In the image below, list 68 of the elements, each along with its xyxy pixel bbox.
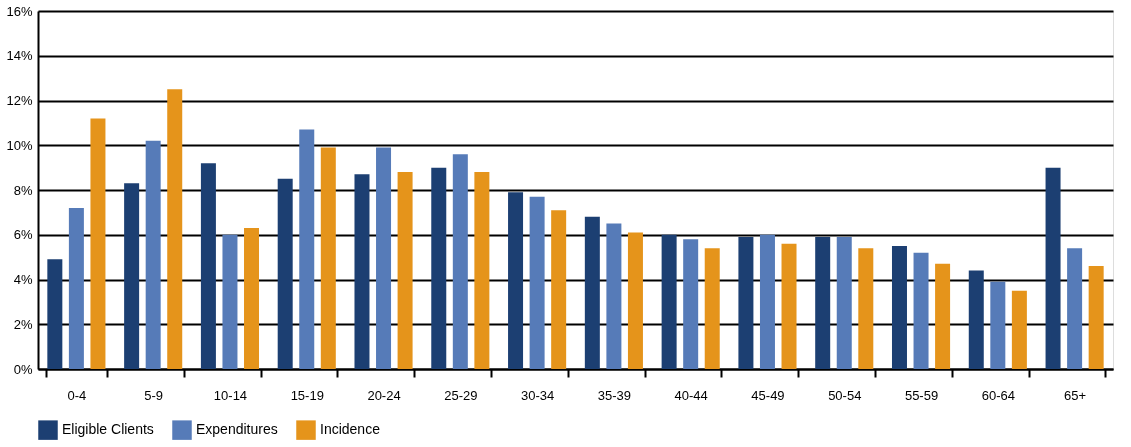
bar <box>277 178 293 369</box>
x-tick-label: 5-9 <box>144 387 164 403</box>
y-tick-label: 0% <box>13 361 33 377</box>
bar <box>452 154 468 369</box>
bar <box>1011 290 1027 369</box>
bar <box>397 172 413 369</box>
bar <box>683 239 699 369</box>
x-tick-label: 45-49 <box>751 387 785 403</box>
bar <box>1067 248 1083 369</box>
y-tick-label: 8% <box>13 182 33 198</box>
bar <box>836 236 852 369</box>
x-tick-label: 60-64 <box>981 387 1015 403</box>
bar <box>508 192 524 369</box>
bar <box>990 281 1006 369</box>
x-tick-label: 55-59 <box>904 387 939 403</box>
bar <box>815 236 831 369</box>
bar <box>299 129 315 369</box>
bar <box>222 234 238 369</box>
bar <box>90 118 106 369</box>
y-tick-label: 12% <box>6 93 33 108</box>
bar <box>738 236 754 369</box>
bar <box>431 167 447 369</box>
bar <box>529 196 545 369</box>
legend-label: Incidence <box>320 421 381 438</box>
bar <box>47 259 63 369</box>
x-tick-label: 15-19 <box>290 387 324 403</box>
y-tick-label: 16% <box>6 3 33 19</box>
x-tick-label: 50-54 <box>828 387 862 403</box>
y-tick-label: 2% <box>13 316 33 332</box>
legend-label: Expenditures <box>196 421 278 438</box>
bar <box>68 207 84 369</box>
bar <box>376 147 392 369</box>
bar <box>704 248 720 369</box>
bar <box>200 163 216 369</box>
x-tick-label: 30-34 <box>520 387 555 403</box>
bar <box>584 216 600 369</box>
bar <box>781 243 797 369</box>
bar <box>167 89 183 369</box>
y-tick-label: 14% <box>6 48 33 64</box>
x-tick-label: 40-44 <box>674 387 708 403</box>
bar <box>858 248 874 369</box>
bar <box>759 234 775 369</box>
x-tick-label: 10-14 <box>213 387 248 403</box>
bar <box>913 252 929 369</box>
x-tick-label: 35-39 <box>597 387 632 403</box>
y-tick-label: 6% <box>13 227 33 243</box>
bar <box>661 234 677 369</box>
bar <box>551 210 567 369</box>
bar <box>124 183 140 369</box>
bar <box>1045 167 1061 369</box>
bar <box>968 270 984 369</box>
bar <box>320 147 336 369</box>
bar <box>891 245 907 369</box>
bar <box>627 232 643 369</box>
bar <box>145 140 161 369</box>
bar <box>244 228 260 369</box>
bar <box>354 174 370 369</box>
y-tick-label: 4% <box>13 272 33 287</box>
bar <box>1088 266 1104 369</box>
x-tick-label: 0-4 <box>67 387 87 403</box>
x-tick-label: 25-29 <box>444 387 478 403</box>
bar <box>935 263 951 369</box>
y-tick-label: 10% <box>6 137 33 153</box>
x-tick-label: 20-24 <box>367 387 401 403</box>
bar <box>474 172 490 369</box>
bar <box>606 223 622 369</box>
legend-label: Eligible Clients <box>62 421 154 438</box>
x-tick-label: 65+ <box>1064 387 1087 403</box>
